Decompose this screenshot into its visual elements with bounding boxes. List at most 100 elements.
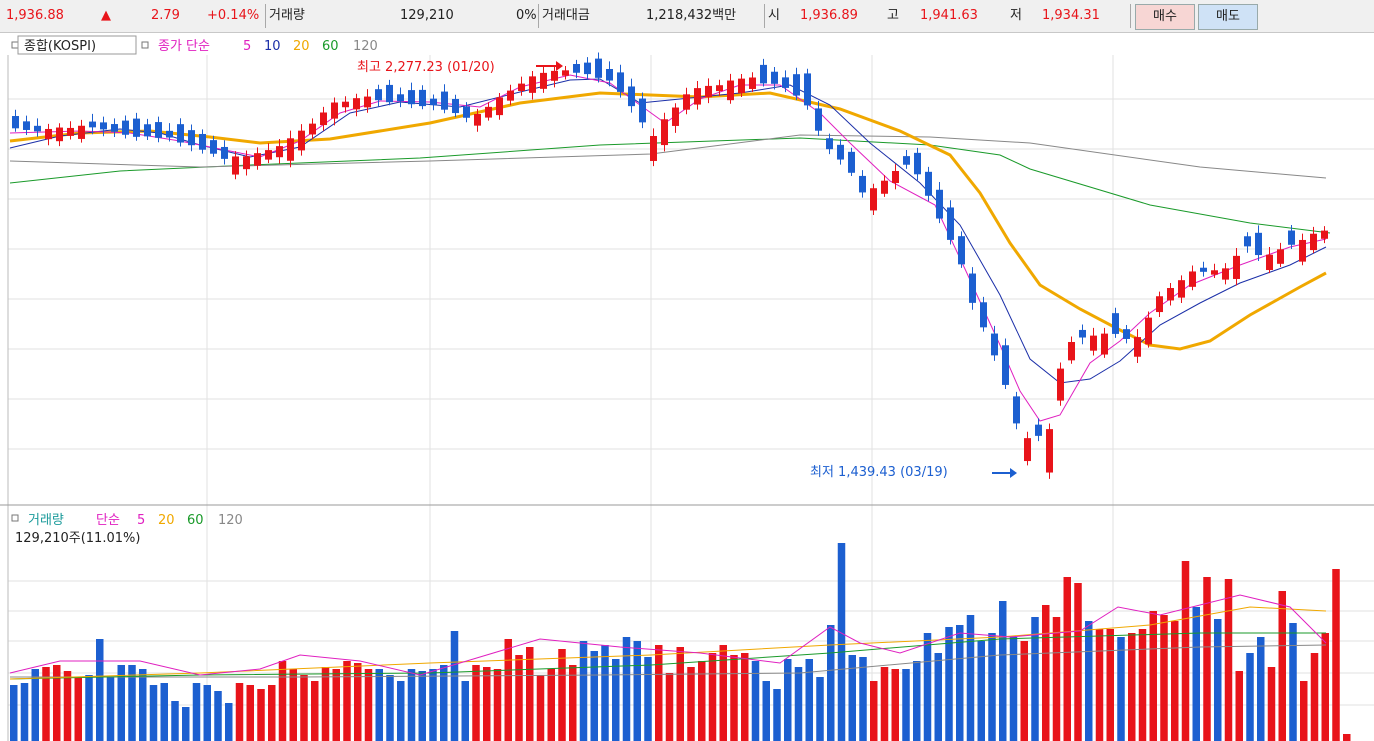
volume-bar bbox=[106, 677, 115, 741]
candle bbox=[606, 68, 613, 81]
volume-bar bbox=[203, 685, 211, 741]
low-annotation: 최저 1,439.43 (03/19) bbox=[810, 465, 948, 480]
candle bbox=[474, 114, 481, 126]
candle bbox=[1123, 329, 1130, 339]
volume-bar bbox=[601, 645, 609, 741]
volume-legend-label: 거래량 bbox=[28, 513, 64, 528]
sell-button[interactable]: 매도 bbox=[1198, 4, 1258, 30]
vol-ma20-line bbox=[9, 606, 1327, 680]
candle bbox=[1145, 317, 1152, 345]
candle bbox=[1277, 249, 1284, 264]
candle bbox=[441, 91, 448, 110]
volume-bar bbox=[1300, 681, 1308, 741]
candle bbox=[1013, 396, 1020, 424]
candle bbox=[1002, 345, 1009, 385]
open-label: 시 bbox=[768, 8, 780, 23]
volume-bar bbox=[880, 667, 889, 741]
volume-bar bbox=[1343, 734, 1351, 741]
volume-label: 거래량 bbox=[269, 8, 305, 23]
volume-bar bbox=[117, 665, 125, 741]
volume-bar bbox=[827, 625, 835, 741]
volume-bar bbox=[1020, 641, 1028, 741]
volume-bar bbox=[913, 661, 921, 741]
candle bbox=[650, 136, 657, 161]
candle bbox=[738, 78, 745, 94]
buy-button[interactable]: 매수 bbox=[1135, 4, 1195, 30]
volume-bar bbox=[644, 657, 652, 741]
volume-bar bbox=[988, 633, 996, 741]
candle bbox=[430, 98, 437, 106]
volume-bar bbox=[633, 641, 641, 741]
candle bbox=[364, 96, 371, 108]
candle bbox=[683, 94, 690, 110]
volume-bar bbox=[246, 685, 254, 741]
volume-bar bbox=[816, 677, 824, 741]
volume-bar bbox=[751, 661, 760, 741]
candle bbox=[980, 302, 987, 328]
price-volume-chart[interactable]: 종합(KOSPI) 종가 단순 5 10 20 60 120 최고 2,277.… bbox=[0, 33, 1374, 741]
volume-ma-label: 단순 bbox=[96, 513, 120, 528]
volume-bar bbox=[741, 653, 749, 741]
volume-bar bbox=[622, 637, 631, 741]
candle bbox=[287, 138, 294, 161]
volume-bar bbox=[719, 645, 727, 741]
volume-bar bbox=[504, 639, 512, 741]
volume-bar bbox=[397, 681, 405, 741]
candle bbox=[1189, 271, 1196, 287]
volume-bar bbox=[139, 669, 147, 741]
candle bbox=[496, 97, 503, 116]
ma5-period: 5 bbox=[243, 39, 251, 54]
volume-bar bbox=[289, 669, 297, 741]
candle bbox=[716, 85, 723, 92]
candle bbox=[903, 156, 910, 165]
index-name[interactable]: 종합(KOSPI) bbox=[24, 39, 96, 54]
volume-bar bbox=[1117, 637, 1125, 741]
candle bbox=[925, 171, 932, 196]
candle bbox=[914, 152, 921, 175]
legend-marker-icon bbox=[141, 41, 149, 49]
candle bbox=[309, 123, 316, 135]
low-value: 1,934.31 bbox=[1042, 8, 1100, 23]
candle bbox=[89, 121, 96, 128]
candle bbox=[870, 188, 877, 211]
candle bbox=[254, 153, 261, 166]
volume-bar bbox=[354, 663, 362, 741]
volume-bar bbox=[483, 667, 491, 741]
candle bbox=[276, 146, 283, 158]
high-annotation: 최고 2,277.23 (01/20) bbox=[357, 60, 495, 75]
volume-bar bbox=[364, 669, 373, 741]
candle bbox=[1101, 333, 1108, 355]
candle bbox=[1079, 329, 1086, 338]
volume-bar bbox=[923, 633, 932, 741]
ma120-period: 120 bbox=[353, 39, 378, 54]
candle bbox=[1178, 280, 1185, 298]
volume-bar bbox=[569, 665, 577, 741]
volume-bar bbox=[1321, 633, 1329, 741]
volume-bar bbox=[1246, 653, 1254, 741]
candle bbox=[705, 85, 712, 98]
vol-ma120-line bbox=[10, 644, 1327, 678]
candle bbox=[760, 64, 767, 84]
volume-bar bbox=[536, 675, 545, 741]
volume-bar bbox=[1042, 605, 1050, 741]
vol-ma120-period: 120 bbox=[218, 513, 243, 528]
volume-bar bbox=[1257, 637, 1265, 741]
price-change-pct: +0.14% bbox=[207, 8, 260, 23]
candle bbox=[694, 88, 701, 105]
ma20-period: 20 bbox=[293, 39, 310, 54]
volume-bar bbox=[526, 647, 534, 741]
volume-bar bbox=[214, 691, 222, 741]
volume-bar bbox=[515, 655, 523, 741]
candle bbox=[837, 144, 844, 160]
volume-bar bbox=[956, 625, 964, 741]
volume-bar bbox=[676, 647, 684, 741]
candle bbox=[936, 189, 943, 219]
volume-bar bbox=[85, 675, 93, 741]
volume-bar bbox=[96, 639, 104, 741]
candle bbox=[1233, 255, 1240, 279]
volume-bar bbox=[1289, 623, 1297, 741]
candle bbox=[969, 273, 976, 303]
volume-bar bbox=[461, 681, 469, 741]
candle bbox=[1057, 368, 1064, 401]
volume-bar bbox=[1009, 637, 1018, 741]
